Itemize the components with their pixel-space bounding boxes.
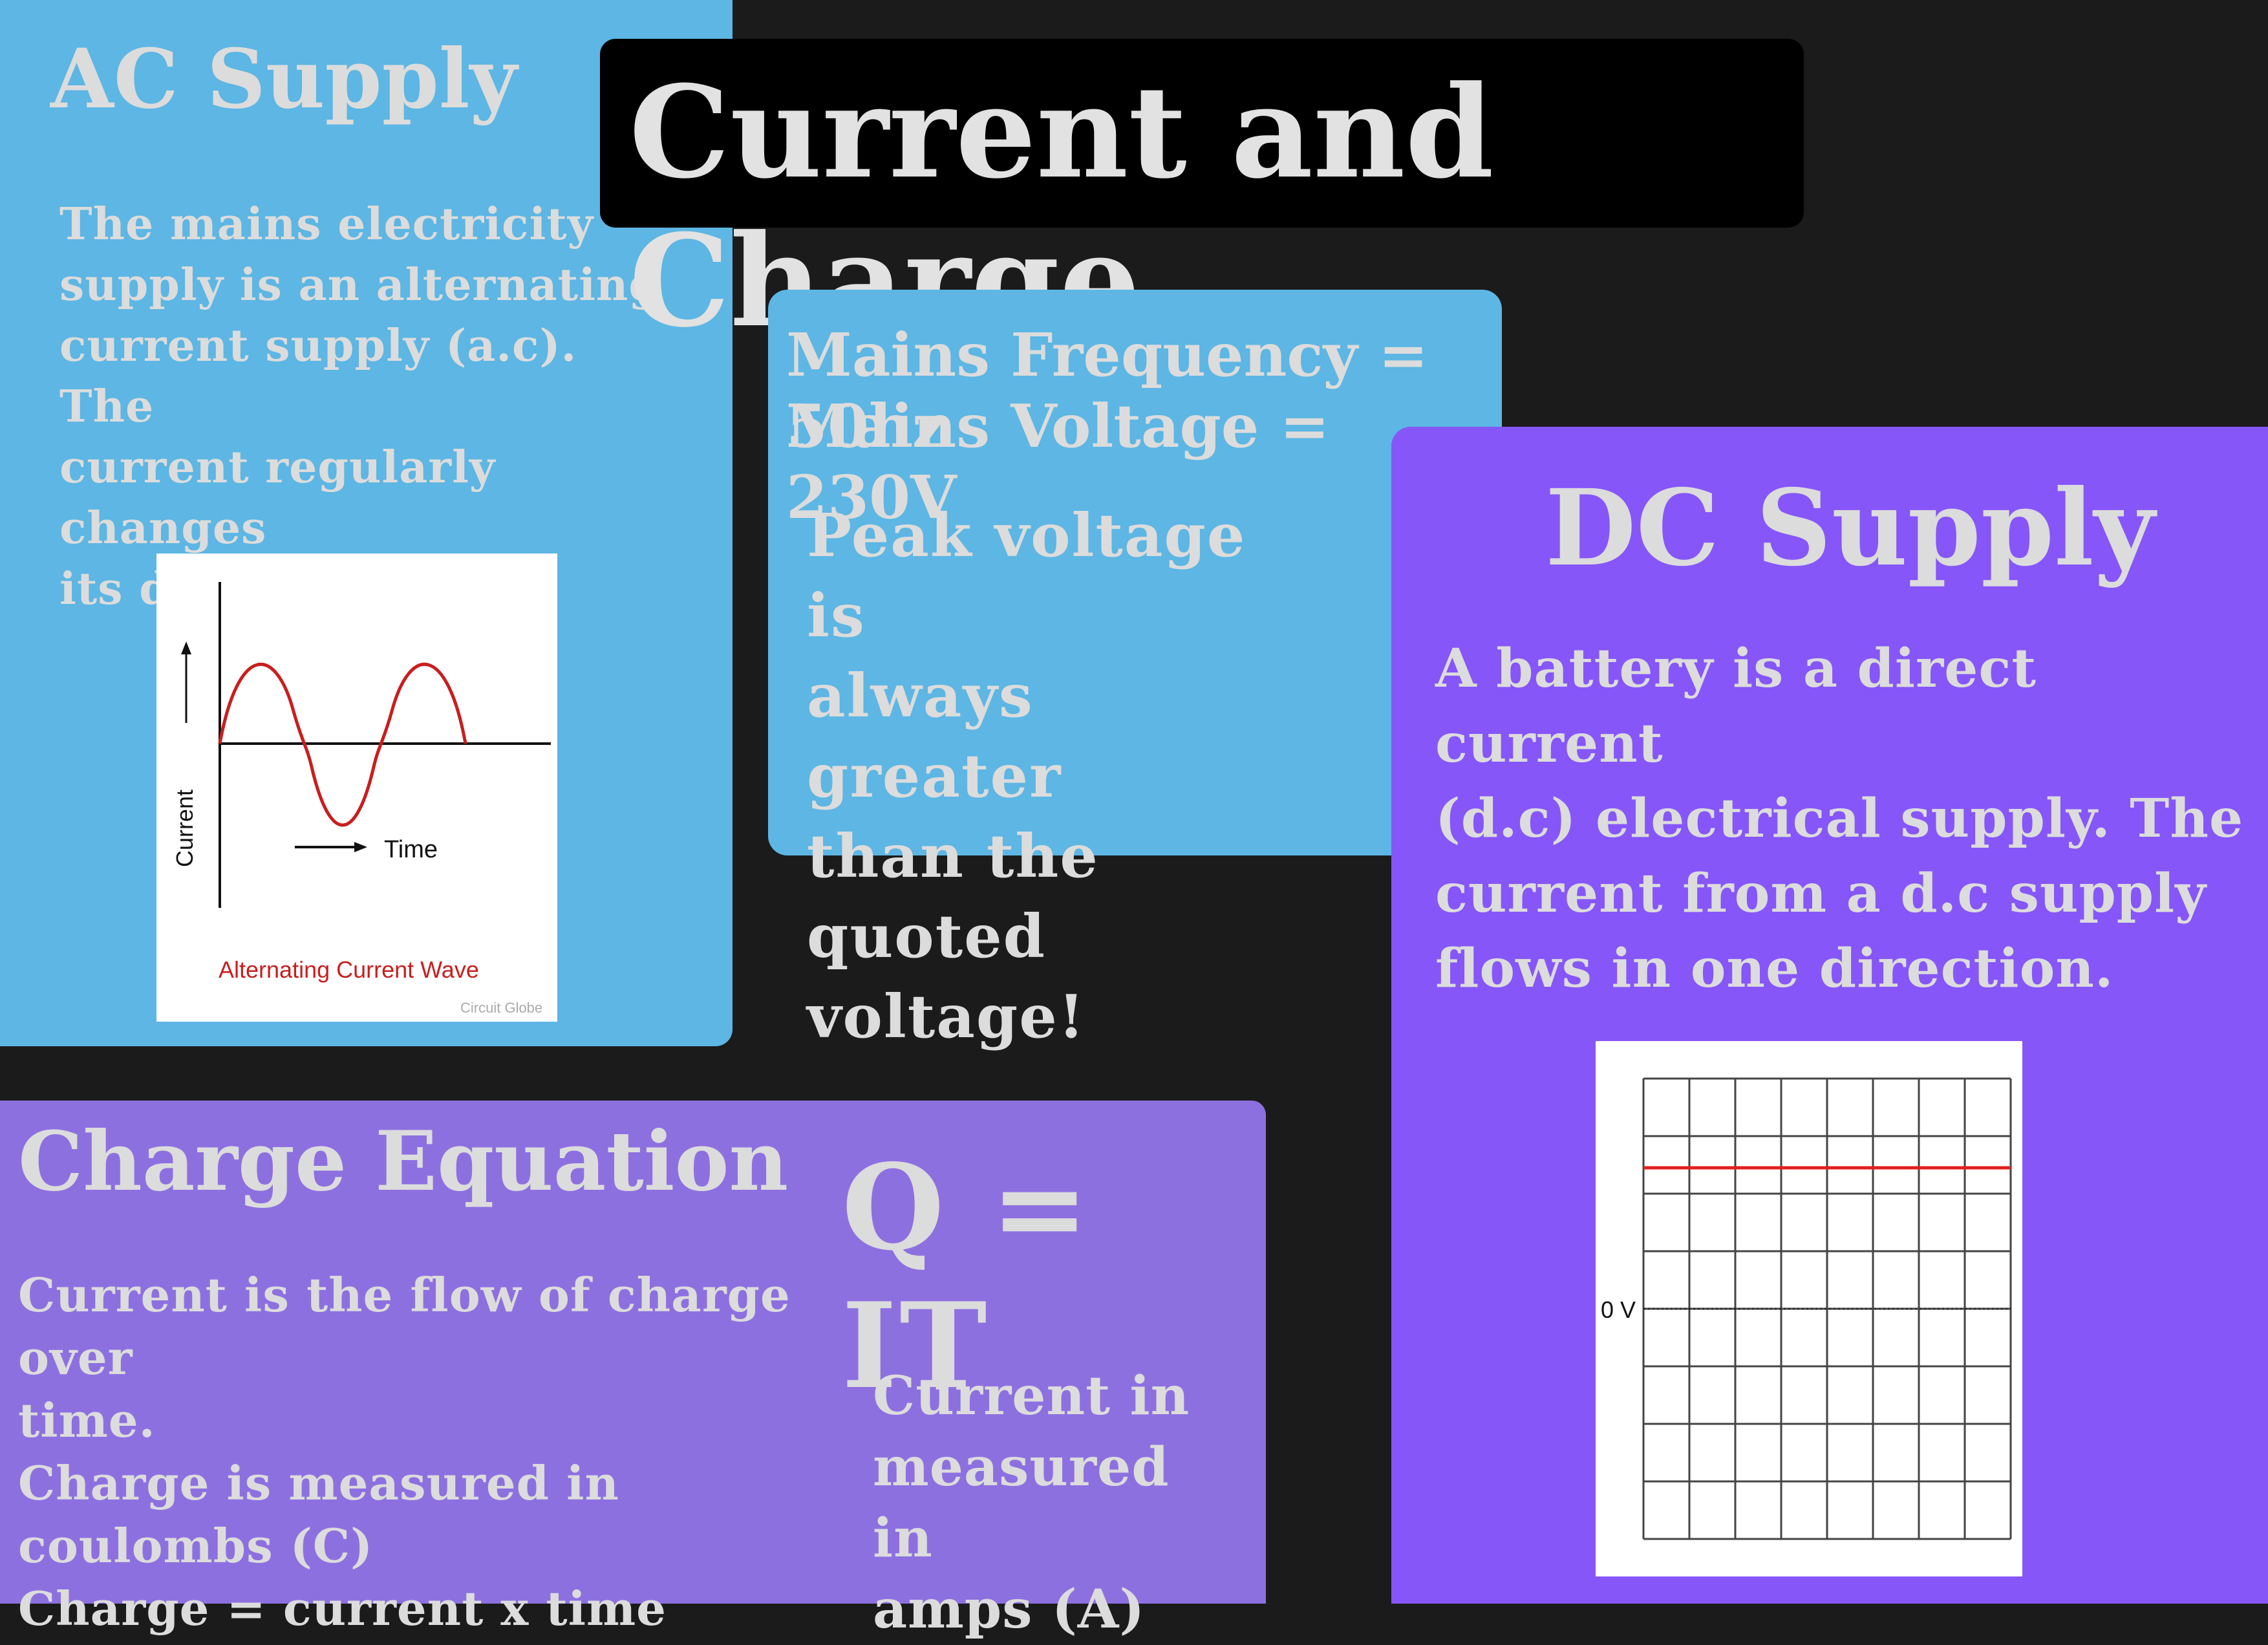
dc-supply-description: A battery is a direct current (d.c) elec… [1435,638,2244,1000]
ac-caption: Alternating Current Wave [219,956,479,983]
ac-credit: Circuit Globe [460,1000,542,1016]
ac-y-axis-label: Current [171,790,198,867]
page-title: Current and Charge [629,58,1494,356]
mains-voltage: Mains Voltage = 230V [786,391,1330,532]
ac-x-axis-label: Time [384,836,438,863]
peak-voltage-note: Peak voltage is always greater than the … [807,500,1246,1051]
mains-frequency: Mains Frequency = 50hz [786,320,1429,461]
charge-equation-description: Current is the flow of charge over time.… [18,1267,791,1636]
ac-x-arrowhead [354,842,367,852]
ac-sine-wave [218,662,467,827]
dc-graph-figure: 0 V [1596,1041,2022,1576]
mains-info-panel: Mains Frequency = 50hz Mains Voltage = 2… [768,290,1502,1051]
zero-volt-label: 0 V [1601,1296,1636,1323]
ac-supply-description: The mains electricity supply is an alter… [59,199,660,615]
charge-equation-formula: Q = IT [842,1138,1092,1415]
charge-equation-heading: Charge Equation [18,1113,789,1209]
title-box: Current and Charge [600,39,1804,356]
ac-y-arrowhead [181,641,191,654]
amps-note: Current in measured in amps (A) [873,1365,1190,1640]
charge-equation-panel: Charge Equation Q = IT Current is the fl… [0,1101,1266,1640]
dc-supply-heading: DC Supply [1545,467,2155,590]
ac-supply-heading: AC Supply [50,31,517,127]
alternating-current-wave-figure: Current Time Alternating Current Wave Ci… [156,554,557,1022]
